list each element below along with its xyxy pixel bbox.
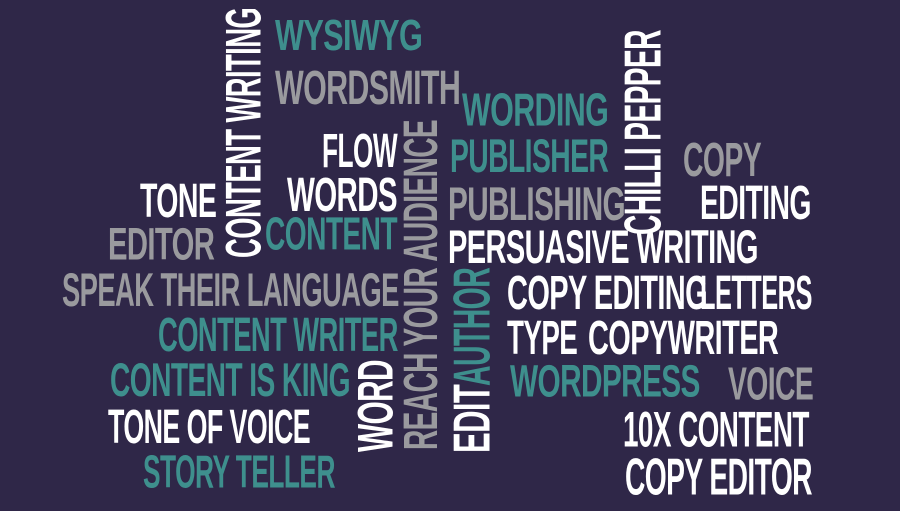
word-copy: COPY xyxy=(683,134,762,187)
word-author: AUTHOR xyxy=(443,267,502,386)
word-wordsmith: WORDSMITH xyxy=(275,62,461,115)
word-word: WORD xyxy=(348,360,405,452)
word-type: TYPE xyxy=(507,312,578,365)
word-copy-editor: COPY EDITOR xyxy=(625,448,813,507)
word-copywriter: COPYWRITER xyxy=(588,312,779,365)
word-edit: EDIT xyxy=(443,384,502,453)
word-tone: TONE xyxy=(140,175,217,228)
word-content-writing: CONTENT WRITING xyxy=(216,7,273,258)
word-10x-content: 10X CONTENT xyxy=(623,402,809,459)
word-tone-of-voice: TONE OF VOICE xyxy=(108,401,311,454)
word-content-writer: CONTENT WRITER xyxy=(158,309,398,362)
word-copy-editing: COPY EDITING xyxy=(507,267,708,320)
word-content: CONTENT xyxy=(265,209,398,260)
word-editing: EDITING xyxy=(700,177,811,230)
word-letters: LETTERS xyxy=(700,267,812,320)
word-flow: FLOW xyxy=(322,125,398,178)
word-voice: VOICE xyxy=(728,359,814,410)
word-editor: EDITOR xyxy=(108,220,215,270)
word-story-teller: STORY TELLER xyxy=(143,447,335,498)
word-content-is-king: CONTENT IS KING xyxy=(110,355,351,407)
word-persuasive-writing: PERSUASIVE WRITING xyxy=(448,222,758,274)
word-reach-your-audience: REACH YOUR AUDIENCE xyxy=(395,119,448,450)
word-publishing: PUBLISHING xyxy=(448,179,626,231)
word-words: WORDS xyxy=(287,169,398,222)
word-wordpress: WORDPRESS xyxy=(510,357,700,407)
word-chilli-pepper: CHILLI PEPPER xyxy=(614,30,673,235)
word-speak-their-language: SPEAK THEIR LANGUAGE xyxy=(62,265,399,317)
word-publisher: PUBLISHER xyxy=(450,131,609,183)
word-wording: WORDING xyxy=(462,85,609,136)
word-wysiwyg: WYSIWYG xyxy=(275,11,423,60)
